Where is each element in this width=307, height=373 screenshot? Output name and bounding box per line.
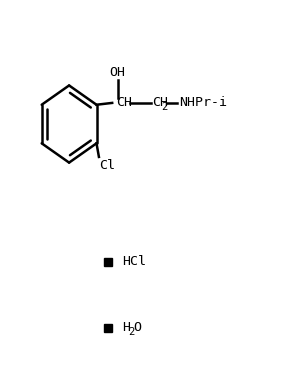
Text: 2: 2 [161,102,167,112]
Text: 2: 2 [129,327,135,337]
Text: NHPr-i: NHPr-i [179,96,227,109]
Text: CH: CH [116,96,132,109]
Text: H: H [122,322,130,335]
Text: HCl: HCl [122,256,146,268]
Text: O: O [133,322,141,335]
Text: CH: CH [152,96,168,109]
Text: Cl: Cl [99,159,115,172]
Text: OH: OH [110,66,126,79]
